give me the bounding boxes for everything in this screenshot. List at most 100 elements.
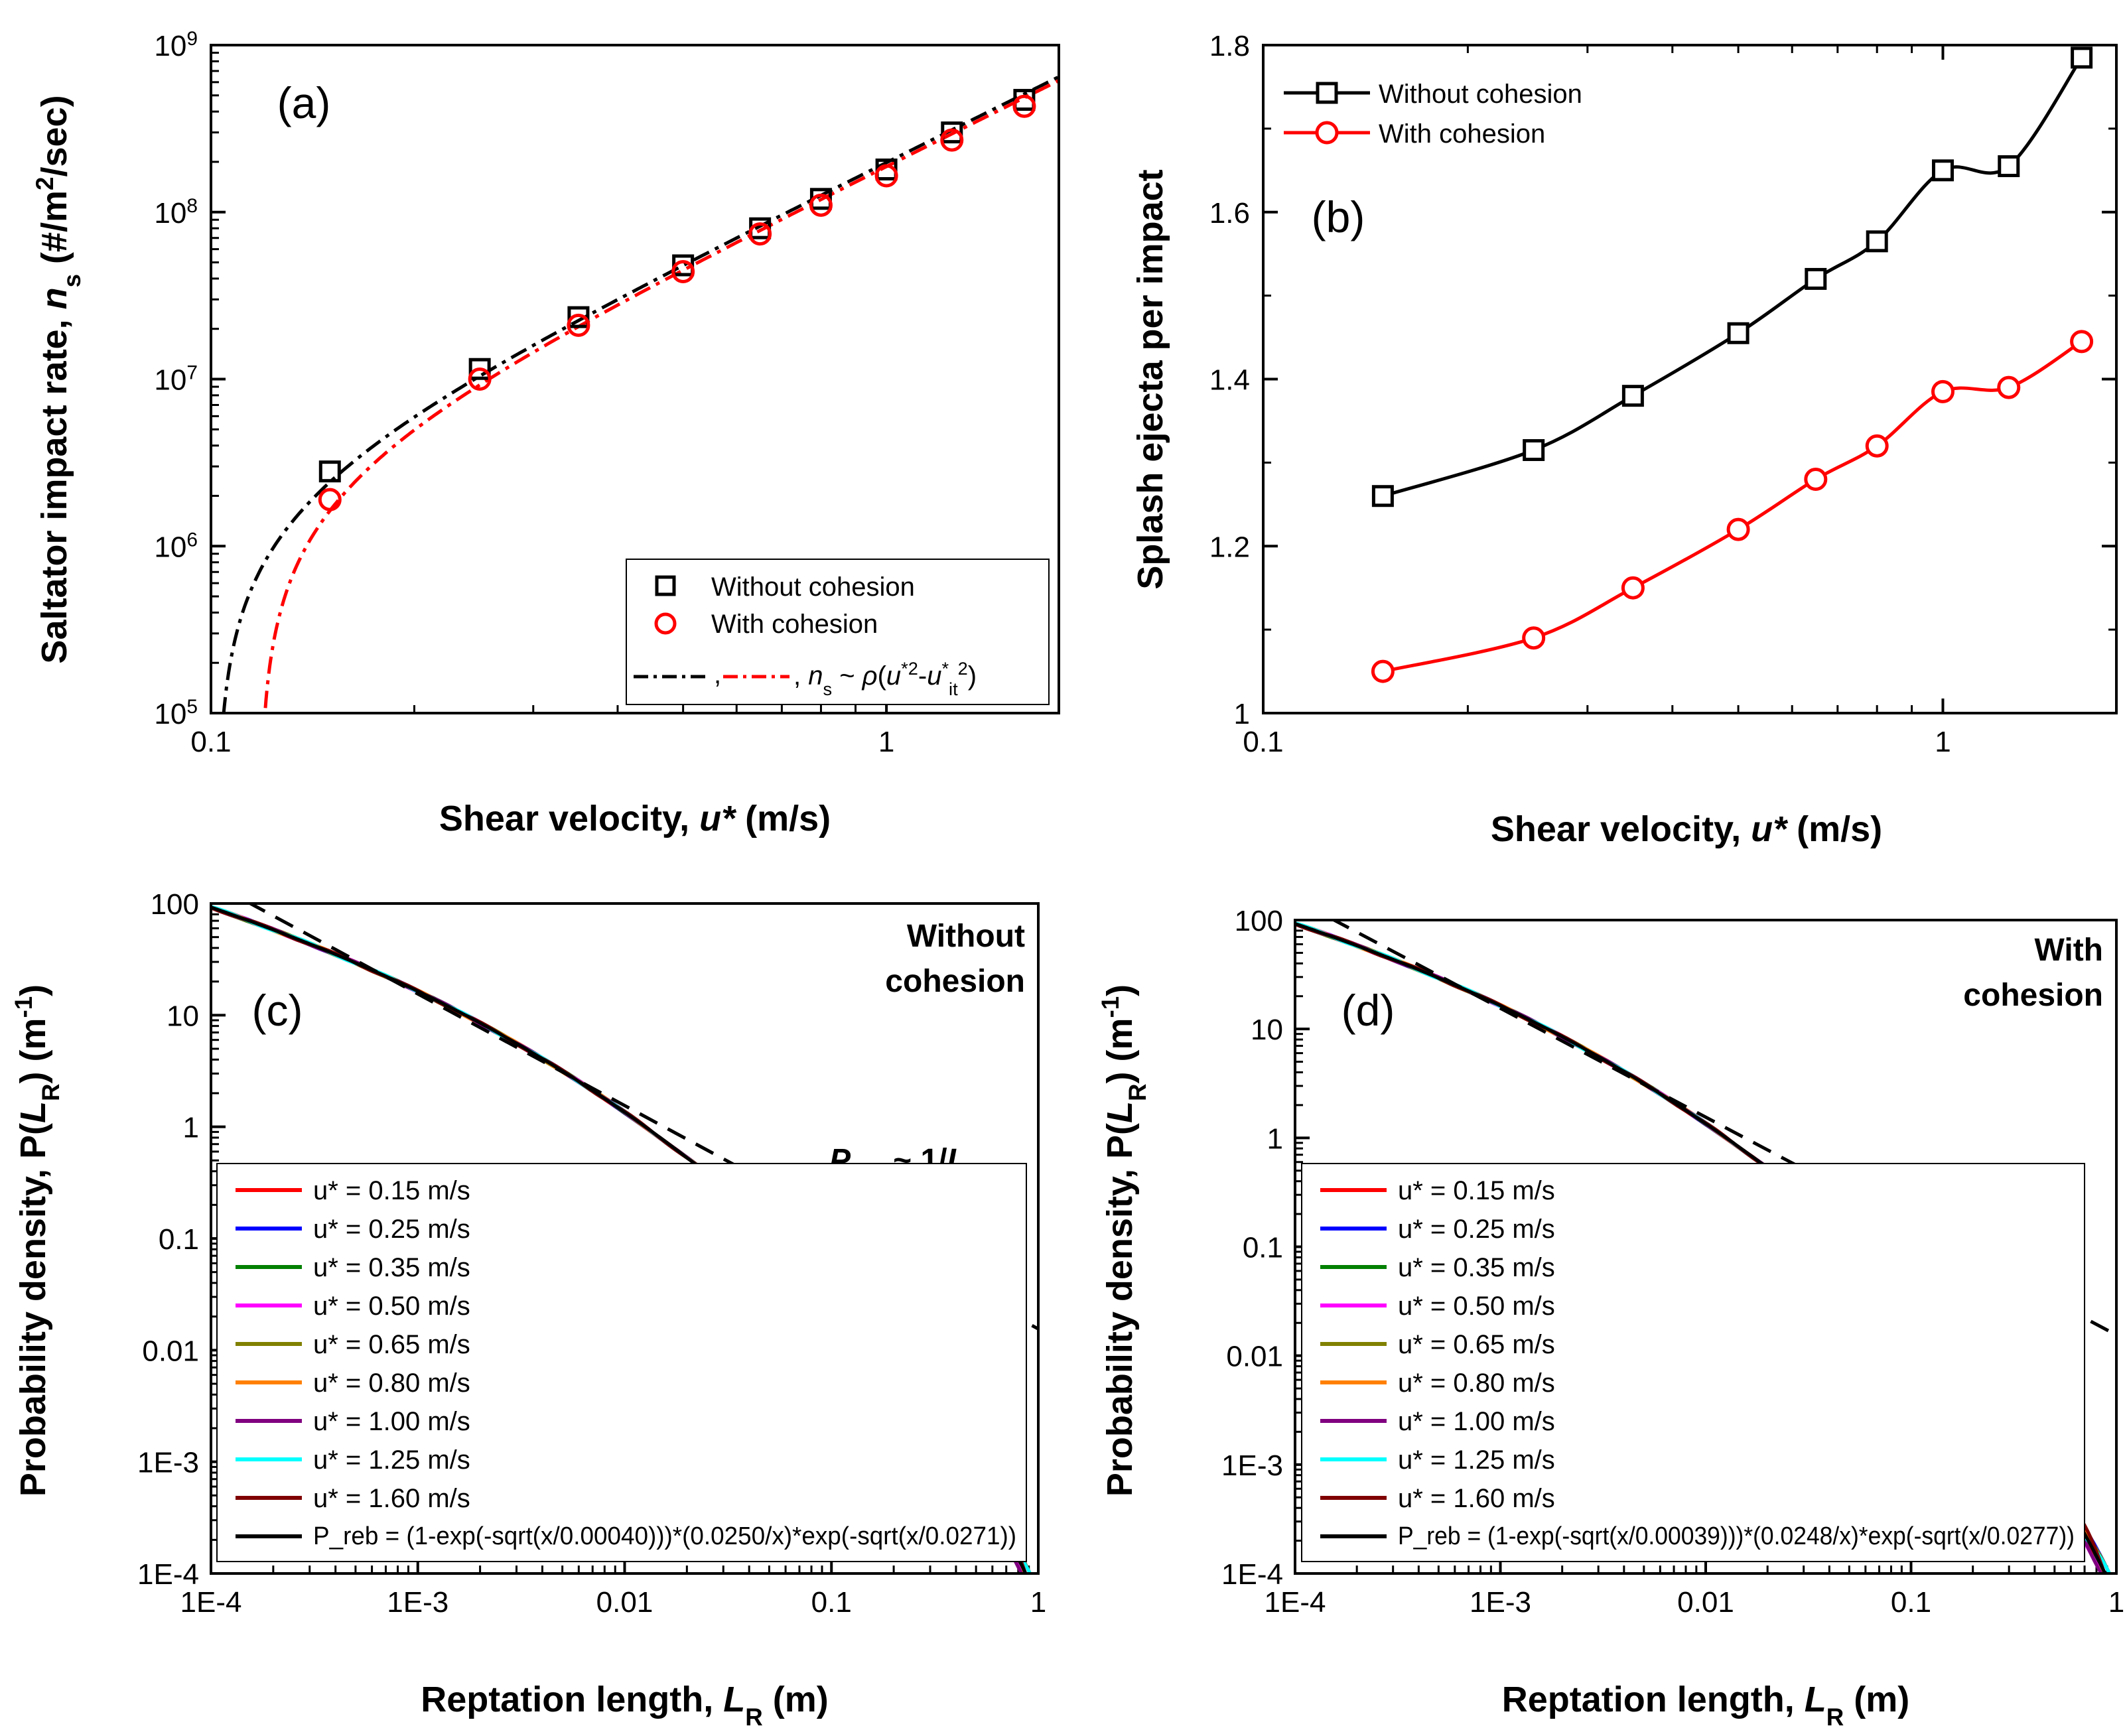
legend-label: u* = 0.15 m/s bbox=[1398, 1176, 1555, 1205]
data-point-square bbox=[1727, 322, 1750, 344]
annotation-line: Without bbox=[907, 919, 1025, 954]
y-tick-label: 1.4 bbox=[1209, 364, 1250, 397]
annotation-line: cohesion bbox=[1963, 978, 2103, 1013]
data-point-square bbox=[318, 460, 341, 483]
y-tick-label: 100 bbox=[151, 888, 199, 921]
plot-frame bbox=[210, 44, 1060, 714]
legend-label: u* = 1.25 m/s bbox=[313, 1445, 470, 1475]
x-tick-label: 1 bbox=[1030, 1586, 1046, 1619]
data-point-circle bbox=[874, 164, 898, 188]
x-tick-label: 1E-3 bbox=[387, 1586, 448, 1619]
x-tick-label: 0.1 bbox=[190, 726, 231, 758]
data-point-circle bbox=[1522, 626, 1546, 650]
x-tick-label: 1E-4 bbox=[180, 1586, 242, 1619]
data-point-circle bbox=[1726, 517, 1750, 541]
y-tick-label: 1 bbox=[1267, 1122, 1283, 1155]
legend-label: Without cohesion bbox=[711, 572, 915, 602]
fit-line bbox=[222, 75, 1060, 715]
plot-frame bbox=[1294, 919, 2118, 1575]
legend-label: , bbox=[714, 660, 721, 689]
x-axis-label: Shear velocity, u* (m/s) bbox=[439, 799, 831, 838]
panel-label: (b) bbox=[1312, 192, 1365, 241]
y-tick-label: 100 bbox=[1235, 905, 1283, 937]
y-tick-label: 1.8 bbox=[1209, 30, 1250, 62]
data-point-square bbox=[1621, 385, 1644, 407]
data-point-circle bbox=[468, 367, 492, 391]
legend-label: u* = 0.65 m/s bbox=[313, 1330, 470, 1359]
y-tick-label: 105 bbox=[154, 696, 198, 731]
y-tick-label: 0.1 bbox=[1243, 1232, 1283, 1264]
data-point-square bbox=[1371, 485, 1394, 507]
y-tick-label: 108 bbox=[154, 194, 198, 230]
data-point-circle bbox=[567, 313, 590, 337]
legend-label: u* = 0.50 m/s bbox=[313, 1292, 470, 1321]
data-point-circle bbox=[1804, 468, 1828, 492]
legend-fit-label: , ns ~ ρ(u*2-u*it2) bbox=[793, 658, 977, 699]
legend-marker-circle bbox=[654, 612, 677, 635]
data-point-square bbox=[941, 121, 963, 144]
data-point-circle bbox=[671, 260, 695, 284]
y-tick-label: 0.01 bbox=[1226, 1341, 1283, 1373]
legend-fit-label: P_reb = (1-exp(-sqrt(x/0.00039)))*(0.024… bbox=[1398, 1522, 2075, 1550]
annotation-line: With bbox=[2034, 933, 2103, 968]
data-point-circle bbox=[1931, 379, 1955, 403]
x-tick-label: 0.01 bbox=[596, 1586, 653, 1619]
x-tick-label: 1E-4 bbox=[1265, 1586, 1326, 1619]
y-tick-label: 0.1 bbox=[159, 1223, 199, 1256]
y-axis-label: Saltator impact rate, ns (#/m2/sec) bbox=[31, 95, 86, 663]
x-axis-label: Reptation length, LR (m) bbox=[1502, 1680, 1909, 1731]
data-point-circle bbox=[1371, 659, 1395, 683]
panel-label: (a) bbox=[277, 78, 331, 127]
data-point-square bbox=[1805, 267, 1827, 290]
data-point-square bbox=[2071, 46, 2093, 69]
x-tick-label: 0.1 bbox=[1891, 1586, 1931, 1619]
y-tick-label: 0.01 bbox=[142, 1335, 199, 1367]
legend-label: With cohesion bbox=[711, 610, 878, 639]
y-tick-label: 1.6 bbox=[1209, 197, 1250, 230]
legend-label: u* = 0.80 m/s bbox=[1398, 1369, 1555, 1398]
y-tick-label: 1 bbox=[183, 1112, 199, 1144]
x-tick-label: 1 bbox=[1935, 726, 1951, 758]
legend-label: u* = 1.60 m/s bbox=[313, 1484, 470, 1513]
x-axis-label: Shear velocity, u* (m/s) bbox=[1491, 809, 1882, 849]
data-point-square bbox=[567, 306, 590, 328]
y-tick-label: 106 bbox=[154, 529, 198, 564]
legend-box bbox=[216, 1163, 1027, 1562]
plot-frame bbox=[1262, 44, 2118, 714]
data-point-circle bbox=[1997, 375, 2021, 399]
data-point-circle bbox=[748, 222, 772, 246]
y-tick-label: 1E-3 bbox=[1221, 1449, 1283, 1482]
data-point-circle bbox=[318, 488, 342, 511]
y-tick-label: 1.2 bbox=[1209, 531, 1250, 563]
y-tick-label: 1E-4 bbox=[137, 1558, 199, 1591]
legend-label: u* = 1.00 m/s bbox=[1398, 1407, 1555, 1436]
data-point-circle bbox=[2070, 330, 2094, 354]
series-line bbox=[1382, 340, 2083, 673]
legend-label: u* = 1.00 m/s bbox=[313, 1407, 470, 1436]
legend-label: u* = 0.25 m/s bbox=[313, 1215, 470, 1244]
x-tick-label: 0.01 bbox=[1677, 1586, 1734, 1619]
legend-label: u* = 0.50 m/s bbox=[1398, 1292, 1555, 1321]
x-axis-label: Reptation length, LR (m) bbox=[421, 1680, 828, 1731]
legend-label: u* = 0.15 m/s bbox=[313, 1176, 470, 1205]
x-tick-label: 0.1 bbox=[811, 1586, 852, 1619]
y-axis-label: Probability density, P(LR) (m-1) bbox=[10, 984, 64, 1497]
legend-marker-circle bbox=[1315, 121, 1339, 145]
data-point-circle bbox=[1012, 94, 1036, 118]
x-tick-label: 1E-3 bbox=[1470, 1586, 1531, 1619]
y-tick-label: 1E-4 bbox=[1221, 1558, 1283, 1591]
legend-label: u* = 0.35 m/s bbox=[313, 1253, 470, 1282]
legend-label: u* = 0.35 m/s bbox=[1398, 1253, 1555, 1282]
data-point-square bbox=[468, 358, 491, 380]
y-tick-label: 10 bbox=[1251, 1014, 1283, 1046]
legend-marker-square bbox=[655, 575, 676, 596]
x-tick-label: 1 bbox=[878, 726, 894, 758]
annotation-line: cohesion bbox=[885, 964, 1025, 999]
legend-label: With cohesion bbox=[1379, 119, 1545, 149]
data-point-circle bbox=[940, 128, 964, 152]
data-point-circle bbox=[809, 193, 833, 217]
data-point-square bbox=[1866, 230, 1888, 253]
legend-label: u* = 0.65 m/s bbox=[1398, 1330, 1555, 1359]
legend-label: Without cohesion bbox=[1379, 80, 1582, 109]
